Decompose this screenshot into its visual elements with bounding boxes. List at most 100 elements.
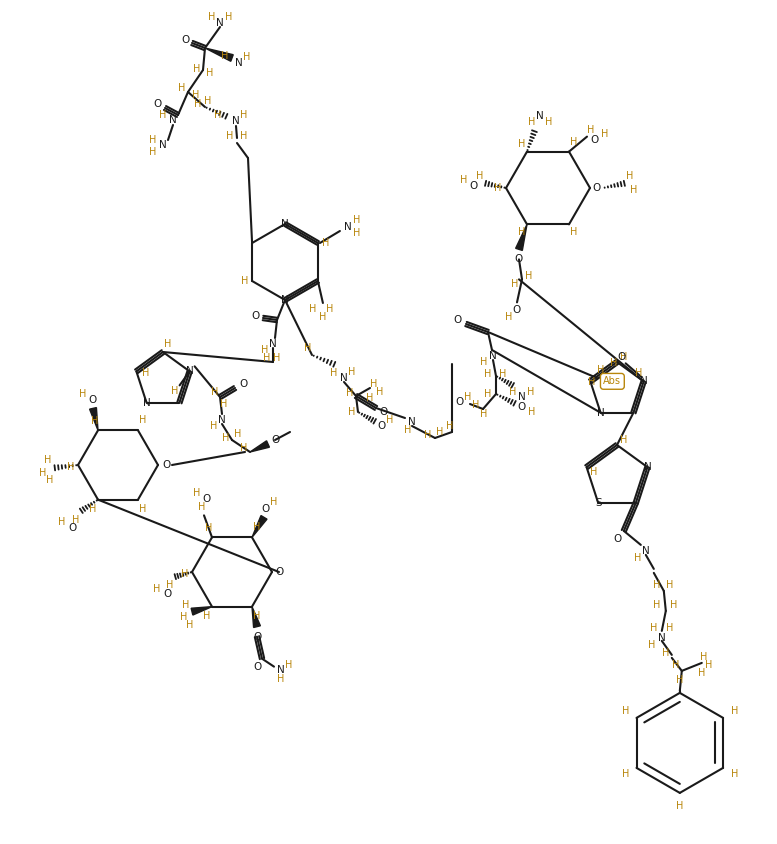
Text: N: N [235, 58, 243, 68]
Text: H: H [214, 110, 221, 120]
Text: H: H [193, 90, 200, 100]
Text: H: H [622, 706, 629, 717]
Text: H: H [525, 272, 533, 281]
Text: H: H [240, 131, 248, 141]
Text: H: H [587, 125, 594, 135]
Text: H: H [180, 612, 188, 622]
Text: H: H [330, 368, 338, 378]
Text: N: N [186, 366, 193, 376]
Text: H: H [198, 502, 206, 512]
Text: H: H [221, 399, 228, 409]
Text: H: H [446, 421, 454, 431]
Text: O: O [275, 567, 283, 577]
Text: O: O [454, 315, 462, 325]
Text: H: H [153, 584, 161, 594]
Polygon shape [516, 225, 527, 251]
Text: O: O [518, 402, 526, 412]
Text: H: H [705, 660, 713, 670]
Text: H: H [666, 580, 674, 590]
Text: N: N [277, 664, 285, 674]
Text: H: H [528, 407, 535, 417]
Text: H: H [139, 504, 147, 514]
Text: H: H [183, 599, 190, 609]
Text: O: O [153, 99, 161, 109]
Text: N: N [597, 408, 605, 418]
Text: O: O [262, 505, 270, 514]
Text: H: H [139, 415, 147, 425]
Text: H: H [225, 12, 232, 22]
Text: H: H [226, 131, 234, 141]
Text: H: H [730, 706, 738, 717]
Text: H: H [570, 227, 577, 237]
Text: H: H [620, 352, 628, 362]
Text: H: H [648, 640, 656, 650]
Text: H: H [653, 580, 660, 590]
Text: H: H [424, 430, 432, 440]
Text: H: H [322, 238, 329, 248]
Text: N: N [232, 116, 240, 126]
Text: N: N [281, 219, 289, 229]
Text: N: N [490, 351, 497, 361]
Text: O: O [593, 183, 601, 193]
Text: O: O [88, 395, 96, 405]
Text: H: H [40, 468, 47, 478]
Text: N: N [216, 18, 224, 28]
Text: H: H [635, 368, 643, 378]
Text: H: H [484, 369, 492, 379]
Text: H: H [166, 580, 174, 590]
Text: N: N [218, 415, 226, 425]
Text: H: H [700, 652, 708, 662]
Text: H: H [518, 138, 526, 149]
Text: H: H [404, 425, 412, 435]
Text: H: H [243, 52, 251, 62]
Text: H: H [181, 569, 189, 579]
Text: H: H [460, 175, 468, 185]
Text: H: H [194, 99, 202, 109]
Text: O: O [378, 421, 386, 431]
Text: H: H [347, 388, 354, 398]
Text: H: H [698, 668, 706, 678]
Text: H: H [319, 312, 326, 322]
Text: O: O [380, 407, 388, 417]
Text: H: H [193, 64, 200, 74]
Text: O: O [162, 460, 170, 470]
Text: H: H [505, 312, 513, 322]
Text: H: H [309, 304, 316, 314]
Text: H: H [348, 407, 356, 417]
Text: N: N [344, 222, 352, 232]
Text: H: H [730, 770, 738, 779]
Text: O: O [163, 589, 171, 599]
Text: H: H [89, 504, 96, 514]
Text: H: H [676, 801, 684, 811]
Text: H: H [58, 517, 66, 527]
Text: H: H [662, 648, 670, 657]
Text: H: H [476, 171, 484, 181]
Text: H: H [270, 497, 277, 507]
Text: N: N [518, 392, 526, 402]
Text: O: O [470, 181, 478, 191]
Text: H: H [598, 365, 605, 375]
Polygon shape [89, 408, 98, 430]
Text: H: H [211, 421, 218, 431]
Text: H: H [149, 147, 157, 157]
Text: H: H [253, 522, 261, 533]
Text: H: H [240, 110, 248, 120]
Text: H: H [261, 345, 269, 355]
Text: H: H [171, 387, 178, 397]
Text: H: H [480, 357, 488, 367]
Text: H: H [68, 462, 75, 472]
Text: H: H [484, 389, 492, 399]
Text: H: H [472, 400, 479, 410]
Text: N: N [169, 115, 177, 125]
Text: H: H [670, 600, 678, 610]
Text: O: O [181, 35, 189, 45]
Text: H: H [371, 379, 378, 389]
Text: N: N [143, 398, 151, 408]
Text: H: H [211, 387, 218, 397]
Text: H: H [590, 467, 598, 477]
Text: H: H [465, 392, 472, 402]
Text: O: O [202, 495, 210, 505]
Text: H: H [545, 116, 552, 127]
Text: H: H [622, 770, 629, 779]
Text: H: H [240, 443, 248, 453]
